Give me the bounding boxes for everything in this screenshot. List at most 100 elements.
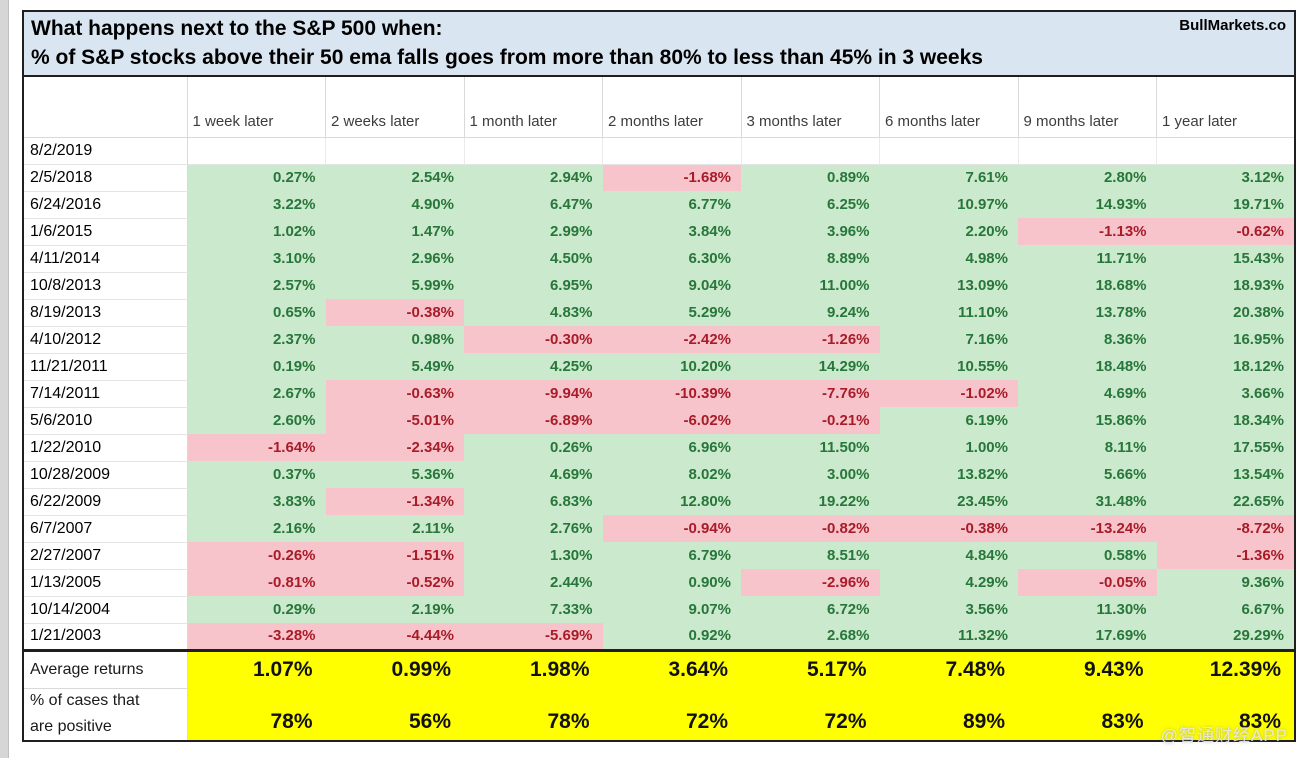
date-column-header	[23, 77, 188, 138]
row-date: 2/27/2007	[23, 542, 188, 570]
return-cell: -0.82%	[741, 515, 880, 542]
row-date: 6/24/2016	[23, 191, 188, 219]
return-cell: 0.27%	[187, 164, 326, 191]
return-cell: -1.34%	[325, 488, 464, 515]
return-cell: 2.99%	[464, 218, 603, 245]
table-row: 1/22/2010 -1.64% -2.34% 0.26% 6.96% 11.50% 1.0…	[23, 434, 1295, 462]
return-cell: 2.60%	[187, 407, 326, 434]
return-cell: 9.04%	[602, 272, 741, 299]
return-cell: -6.89%	[464, 407, 603, 434]
return-cell: 18.68%	[1018, 272, 1157, 299]
return-cell: 5.49%	[325, 353, 464, 380]
return-cell: 6.83%	[464, 488, 603, 515]
return-cell: 11.50%	[741, 434, 880, 461]
average-return-cell: 7.48%	[879, 648, 1018, 688]
table-row: 10/28/2009 0.37% 5.36% 4.69% 8.02% 3.00% 13.82…	[23, 461, 1295, 489]
return-cell: -0.38%	[325, 299, 464, 326]
row-date: 4/10/2012	[23, 326, 188, 354]
row-date: 8/2/2019	[23, 137, 188, 165]
percent-positive-cell: 72%	[741, 688, 880, 741]
return-cell: 1.30%	[464, 542, 603, 569]
return-cell: 8.11%	[1018, 434, 1157, 461]
average-return-cell: 3.64%	[602, 648, 741, 688]
row-date: 10/8/2013	[23, 272, 188, 300]
table-row: 6/7/2007 2.16% 2.11% 2.76% -0.94% -0.82% -0.38…	[23, 515, 1295, 543]
return-cell: 11.71%	[1018, 245, 1157, 272]
column-header: 3 months later	[741, 77, 880, 138]
return-cell: -1.13%	[1018, 218, 1157, 245]
return-cell: 29.29%	[1156, 623, 1295, 650]
return-cell: 4.29%	[879, 569, 1018, 596]
return-cell: 23.45%	[879, 488, 1018, 515]
return-cell: 6.19%	[879, 407, 1018, 434]
return-cell: -0.38%	[879, 515, 1018, 542]
row-date: 1/13/2005	[23, 569, 188, 597]
return-cell: -6.02%	[602, 407, 741, 434]
column-header: 9 months later	[1018, 77, 1157, 138]
return-cell: 4.69%	[464, 461, 603, 488]
percent-positive-cell: 89%	[879, 688, 1018, 741]
return-cell: 14.29%	[741, 353, 880, 380]
table-row: 5/6/2010 2.60% -5.01% -6.89% -6.02% -0.21% 6.1…	[23, 407, 1295, 435]
return-cell: 2.54%	[325, 164, 464, 191]
average-return-cell: 9.43%	[1018, 648, 1157, 688]
return-cell	[464, 137, 603, 165]
return-cell: -10.39%	[602, 380, 741, 407]
table-body: 8/2/2019 2/5/2018 0.27% 2.54% 2.94% -1.68% 0.8…	[23, 137, 1296, 651]
table-row: 1/13/2005 -0.81% -0.52% 2.44% 0.90% -2.96% 4.2…	[23, 569, 1295, 597]
column-header: 1 year later	[1156, 77, 1295, 138]
return-cell: -2.34%	[325, 434, 464, 461]
return-cell: 4.25%	[464, 353, 603, 380]
table-row: 1/21/2003 -3.28% -4.44% -5.69% 0.92% 2.68% 11.…	[23, 623, 1295, 651]
left-edge-stripe	[0, 0, 9, 758]
return-cell: -7.76%	[741, 380, 880, 407]
return-cell: 2.68%	[741, 623, 880, 650]
return-cell: 13.54%	[1156, 461, 1295, 488]
row-date: 1/21/2003	[23, 623, 188, 651]
return-cell: 3.96%	[741, 218, 880, 245]
return-cell: 5.99%	[325, 272, 464, 299]
return-cell: -13.24%	[1018, 515, 1157, 542]
return-cell: 4.84%	[879, 542, 1018, 569]
return-cell: 6.77%	[602, 191, 741, 218]
watermark: @智通财经APP	[1160, 726, 1288, 745]
brand-label: BullMarkets.co	[1179, 17, 1286, 34]
return-cell: 3.84%	[602, 218, 741, 245]
row-date: 10/14/2004	[23, 596, 188, 624]
return-cell: 3.66%	[1156, 380, 1295, 407]
row-date: 7/14/2011	[23, 380, 188, 408]
return-cell: 2.44%	[464, 569, 603, 596]
return-cell: 0.26%	[464, 434, 603, 461]
average-return-cell: 12.39%	[1156, 648, 1295, 688]
return-cell: 10.97%	[879, 191, 1018, 218]
return-cell: 11.32%	[879, 623, 1018, 650]
return-cell: -0.26%	[187, 542, 326, 569]
return-cell: 2.96%	[325, 245, 464, 272]
return-cell: -1.26%	[741, 326, 880, 353]
table-row: 8/2/2019	[23, 137, 1296, 165]
return-cell: -8.72%	[1156, 515, 1295, 542]
return-cell: 0.89%	[741, 164, 880, 191]
return-cell: 7.16%	[879, 326, 1018, 353]
row-date: 11/21/2011	[23, 353, 188, 381]
table-row: 2/27/2007 -0.26% -1.51% 1.30% 6.79% 8.51% 4.84…	[23, 542, 1295, 570]
return-cell: 5.66%	[1018, 461, 1157, 488]
return-cell: 0.92%	[602, 623, 741, 650]
return-cell: 16.95%	[1156, 326, 1295, 353]
average-return-cell: 5.17%	[741, 648, 880, 688]
return-cell: 3.00%	[741, 461, 880, 488]
return-cell: 0.65%	[187, 299, 326, 326]
return-cell: 0.98%	[325, 326, 464, 353]
table-row: 8/19/2013 0.65% -0.38% 4.83% 5.29% 9.24% 11.10…	[23, 299, 1295, 327]
return-cell: -9.94%	[464, 380, 603, 407]
return-cell: 18.93%	[1156, 272, 1295, 299]
percent-positive-cell: 83%	[1018, 688, 1157, 741]
return-cell: 19.71%	[1156, 191, 1295, 218]
return-cell: 12.80%	[602, 488, 741, 515]
table-row: 7/14/2011 2.67% -0.63% -9.94% -10.39% -7.76% -…	[23, 380, 1295, 408]
row-date: 6/22/2009	[23, 488, 188, 516]
return-cell: -2.96%	[741, 569, 880, 596]
return-cell: 4.98%	[879, 245, 1018, 272]
return-cell: 2.57%	[187, 272, 326, 299]
